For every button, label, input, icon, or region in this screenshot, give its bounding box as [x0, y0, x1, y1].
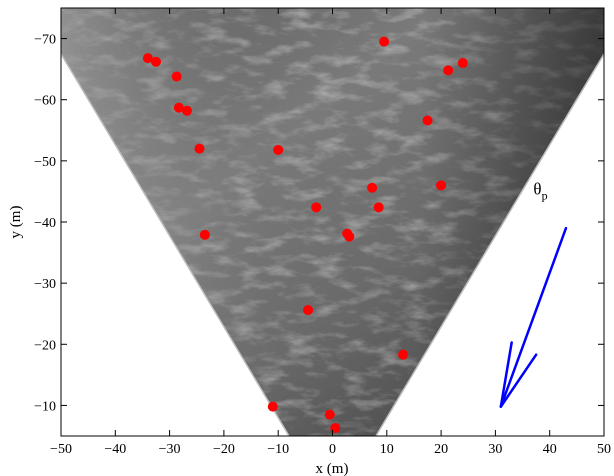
data-point-15: [373, 202, 384, 213]
data-point-13: [436, 180, 447, 191]
data-point-12: [367, 182, 378, 193]
x-tick-label: −50: [50, 442, 72, 457]
theta-p-annotation: θp: [533, 179, 547, 202]
x-tick-label: 0: [329, 442, 336, 457]
wave-direction-arrow: [499, 226, 568, 408]
arrow-barb-left: [499, 341, 513, 408]
data-point-1: [379, 36, 390, 47]
x-tick-label: 20: [434, 442, 448, 457]
x-tick-label: −20: [213, 442, 235, 457]
data-point-20: [398, 349, 409, 360]
view-edge-right: [375, 53, 604, 436]
arrow-barb-right: [499, 353, 538, 408]
data-point-21: [267, 401, 278, 412]
x-tick-label: −30: [159, 442, 181, 457]
arrow-shaft: [499, 226, 568, 408]
y-tick-label: −40: [34, 216, 56, 231]
data-point-14: [311, 202, 322, 213]
y-axis: −70 −60 −50 −40 −30 −20 −10: [34, 33, 604, 414]
x-tick-label: −10: [267, 442, 289, 457]
y-tick-label: −20: [34, 338, 56, 353]
data-point-6: [171, 71, 182, 82]
data-point-9: [422, 115, 433, 126]
data-point-19: [303, 305, 314, 316]
data-point-22: [324, 409, 335, 420]
data-point-10: [194, 143, 205, 154]
data-point-18: [199, 229, 210, 240]
x-tick-label: 10: [380, 442, 394, 457]
data-point-8: [181, 105, 192, 116]
x-axis-label: x (m): [316, 461, 349, 476]
data-point-2: [142, 53, 153, 64]
data-point-3: [151, 56, 162, 67]
data-point-17: [344, 231, 355, 242]
data-point-5: [443, 65, 454, 76]
scatter-points: [142, 36, 468, 434]
x-tick-label: −40: [104, 442, 126, 457]
data-point-7: [173, 102, 184, 113]
y-tick-label: −60: [34, 94, 56, 109]
x-axis: −50 −40 −30 −20 −10 0 10 20 30 40 50: [50, 8, 611, 457]
data-point-23: [330, 423, 341, 434]
view-edge-left: [61, 53, 290, 436]
y-tick-label: −10: [34, 399, 56, 414]
y-tick-label: −70: [34, 33, 56, 48]
y-tick-label: −50: [34, 155, 56, 170]
data-point-11: [273, 144, 284, 155]
data-point-4: [457, 58, 468, 69]
x-tick-label: 30: [488, 442, 502, 457]
x-tick-label: 50: [597, 442, 611, 457]
y-tick-label: −30: [34, 277, 56, 292]
x-tick-label: 40: [543, 442, 557, 457]
y-axis-label: y (m): [8, 206, 24, 239]
